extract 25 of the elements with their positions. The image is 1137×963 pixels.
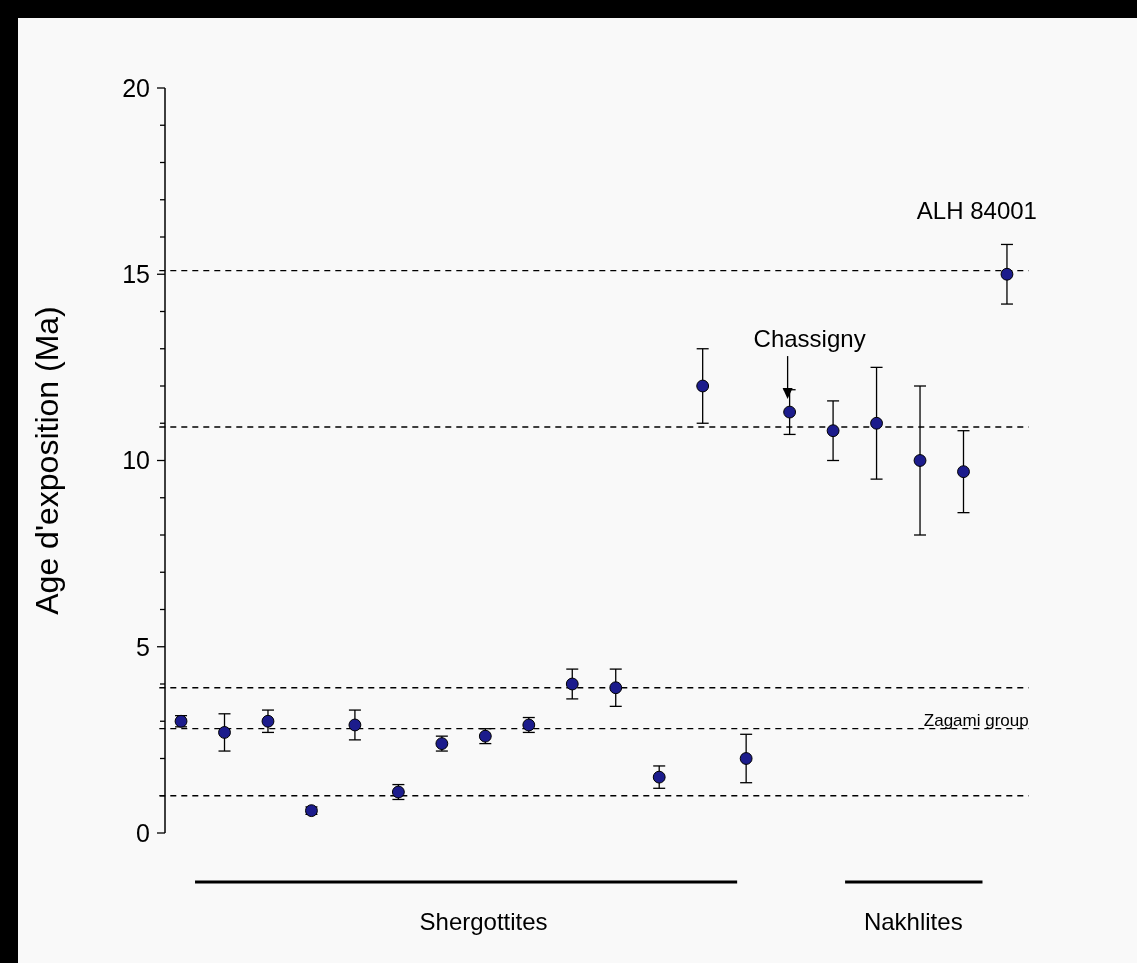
- y-tick-label: 15: [122, 260, 150, 288]
- annotation: Chassigny: [753, 325, 866, 353]
- y-tick-label: 10: [122, 446, 150, 475]
- y-tick-label: 0: [136, 818, 150, 847]
- point: [913, 454, 927, 467]
- point: [218, 726, 231, 739]
- point: [870, 416, 883, 430]
- point: [826, 424, 840, 438]
- annotation: ALH 84001: [916, 197, 1037, 225]
- point: [565, 677, 579, 691]
- point: [957, 465, 970, 479]
- point: [609, 681, 623, 695]
- text: Shergottites: [419, 908, 548, 935]
- y-tick-label: 20: [122, 73, 150, 102]
- point: [261, 714, 275, 728]
- point: [348, 718, 362, 732]
- text: Nakhlites: [863, 908, 963, 935]
- point: [739, 752, 753, 765]
- y-tick-label: 5: [136, 632, 150, 661]
- y-axis-title: Age d'exposition (Ma): [29, 306, 65, 615]
- point: [696, 379, 710, 393]
- point: [783, 405, 797, 419]
- point: [652, 770, 666, 784]
- ref-line-label: Zagami group: [923, 710, 1029, 730]
- point: [1000, 267, 1014, 281]
